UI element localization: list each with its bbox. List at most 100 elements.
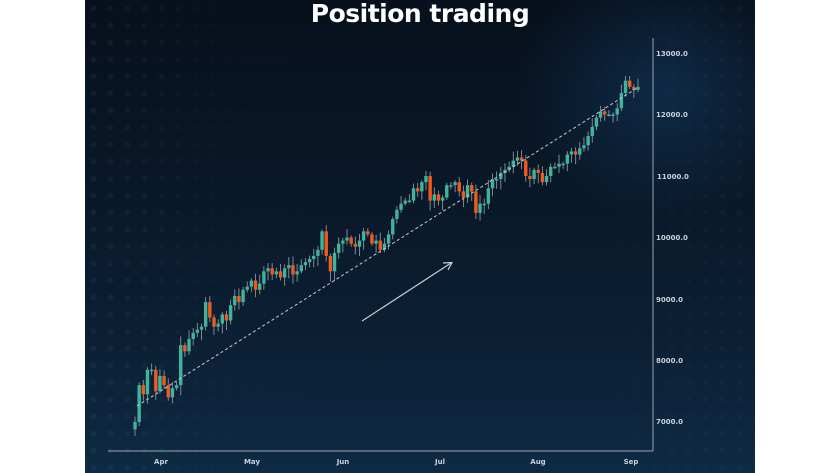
- candle-down: [378, 240, 382, 250]
- candle-down: [603, 111, 607, 115]
- candle-down: [428, 176, 432, 201]
- candle-up: [515, 157, 520, 161]
- candle-up: [478, 203, 482, 213]
- y-label-8000: 8000.0: [656, 357, 683, 365]
- candle-up: [511, 160, 515, 167]
- candle-down: [474, 191, 478, 213]
- candle-up: [569, 151, 574, 155]
- candle-up: [386, 234, 391, 244]
- candle-up: [486, 188, 491, 204]
- candle-down: [519, 157, 524, 161]
- candle-down: [528, 176, 532, 180]
- candle-up: [565, 154, 570, 164]
- candle-up: [391, 219, 395, 235]
- candle-up: [316, 249, 320, 256]
- candle-up: [299, 265, 303, 272]
- candle-up: [195, 329, 200, 333]
- candle-up: [532, 169, 536, 180]
- candle-down: [141, 385, 146, 395]
- y-label-11000: 11000.0: [657, 173, 689, 181]
- candle-up: [544, 176, 549, 183]
- candle-up: [607, 114, 611, 116]
- candle-down: [353, 243, 358, 247]
- candle-up: [420, 182, 424, 192]
- candle-up: [170, 388, 175, 398]
- candle-up: [549, 166, 553, 176]
- candle-up: [619, 92, 624, 109]
- candle-up: [282, 268, 287, 278]
- candle-down: [461, 191, 466, 198]
- candle-up: [411, 188, 416, 201]
- y-label-7000: 7000.0: [656, 418, 683, 426]
- candle-up: [561, 163, 565, 166]
- candle-up: [258, 283, 262, 290]
- candle-up: [361, 231, 366, 241]
- candle-up: [440, 197, 445, 201]
- candle-down: [436, 194, 441, 201]
- candle-up: [320, 231, 324, 250]
- y-label-10000: 10000.0: [656, 234, 688, 242]
- candle-up: [399, 203, 403, 210]
- candle-up: [395, 209, 399, 220]
- candle-up: [220, 314, 224, 324]
- candle-up: [611, 114, 615, 116]
- candle-up: [594, 117, 599, 127]
- x-label-may: May: [244, 458, 260, 466]
- background-dot-pattern: [85, 0, 755, 473]
- candle-up: [424, 176, 428, 183]
- x-label-jul: Jul: [434, 458, 445, 466]
- y-axis-labels: 13000.0 12000.0 11000.0 10000.0 9000.0 8…: [656, 50, 689, 426]
- candle-down: [349, 237, 353, 244]
- candle-up: [274, 271, 279, 275]
- chart-axes: [108, 38, 654, 452]
- candle-down: [524, 160, 528, 176]
- candle-up: [307, 259, 312, 263]
- y-label-13000: 13000.0: [656, 50, 688, 58]
- x-label-jun: Jun: [336, 458, 350, 466]
- candle-up: [382, 243, 387, 250]
- candle-down: [415, 188, 420, 192]
- candle-up: [582, 145, 586, 149]
- candle-down: [370, 234, 374, 244]
- candle-up: [191, 332, 195, 339]
- candles: [133, 75, 640, 437]
- candle-down: [632, 86, 636, 90]
- candle-up: [233, 295, 237, 306]
- candle-up: [295, 271, 299, 275]
- candle-down: [183, 345, 187, 352]
- candle-up: [203, 302, 208, 327]
- candle-up: [490, 179, 495, 189]
- candle-up: [341, 240, 345, 244]
- candle-up: [407, 200, 412, 203]
- candle-down: [224, 314, 229, 321]
- candle-up: [590, 126, 594, 137]
- candle-up: [507, 166, 511, 170]
- candle-down: [324, 231, 328, 256]
- candle-up: [179, 345, 183, 386]
- x-label-sep: Sep: [624, 458, 639, 466]
- candle-down: [278, 271, 283, 278]
- candle-up: [578, 148, 582, 155]
- candle-up: [636, 86, 640, 90]
- candle-down: [366, 231, 370, 235]
- candle-up: [241, 289, 245, 303]
- candle-up: [249, 280, 254, 287]
- y-label-12000: 12000.0: [656, 111, 688, 119]
- candle-down: [627, 80, 632, 87]
- candle-up: [374, 240, 378, 244]
- candle-up: [303, 262, 308, 266]
- candle-up: [133, 422, 137, 430]
- candle-down: [212, 317, 216, 327]
- candle-up: [453, 182, 457, 186]
- x-axis-labels: Apr May Jun Jul Aug Sep: [154, 458, 638, 466]
- candle-up: [557, 163, 561, 167]
- candle-up: [499, 172, 503, 180]
- candle-up: [174, 385, 179, 389]
- candle-down: [154, 369, 158, 392]
- candle-up: [357, 240, 362, 247]
- x-label-aug: Aug: [530, 458, 545, 466]
- candle-up: [137, 385, 141, 422]
- candle-down: [470, 185, 474, 192]
- candle-up: [145, 369, 150, 395]
- candle-up: [266, 268, 270, 272]
